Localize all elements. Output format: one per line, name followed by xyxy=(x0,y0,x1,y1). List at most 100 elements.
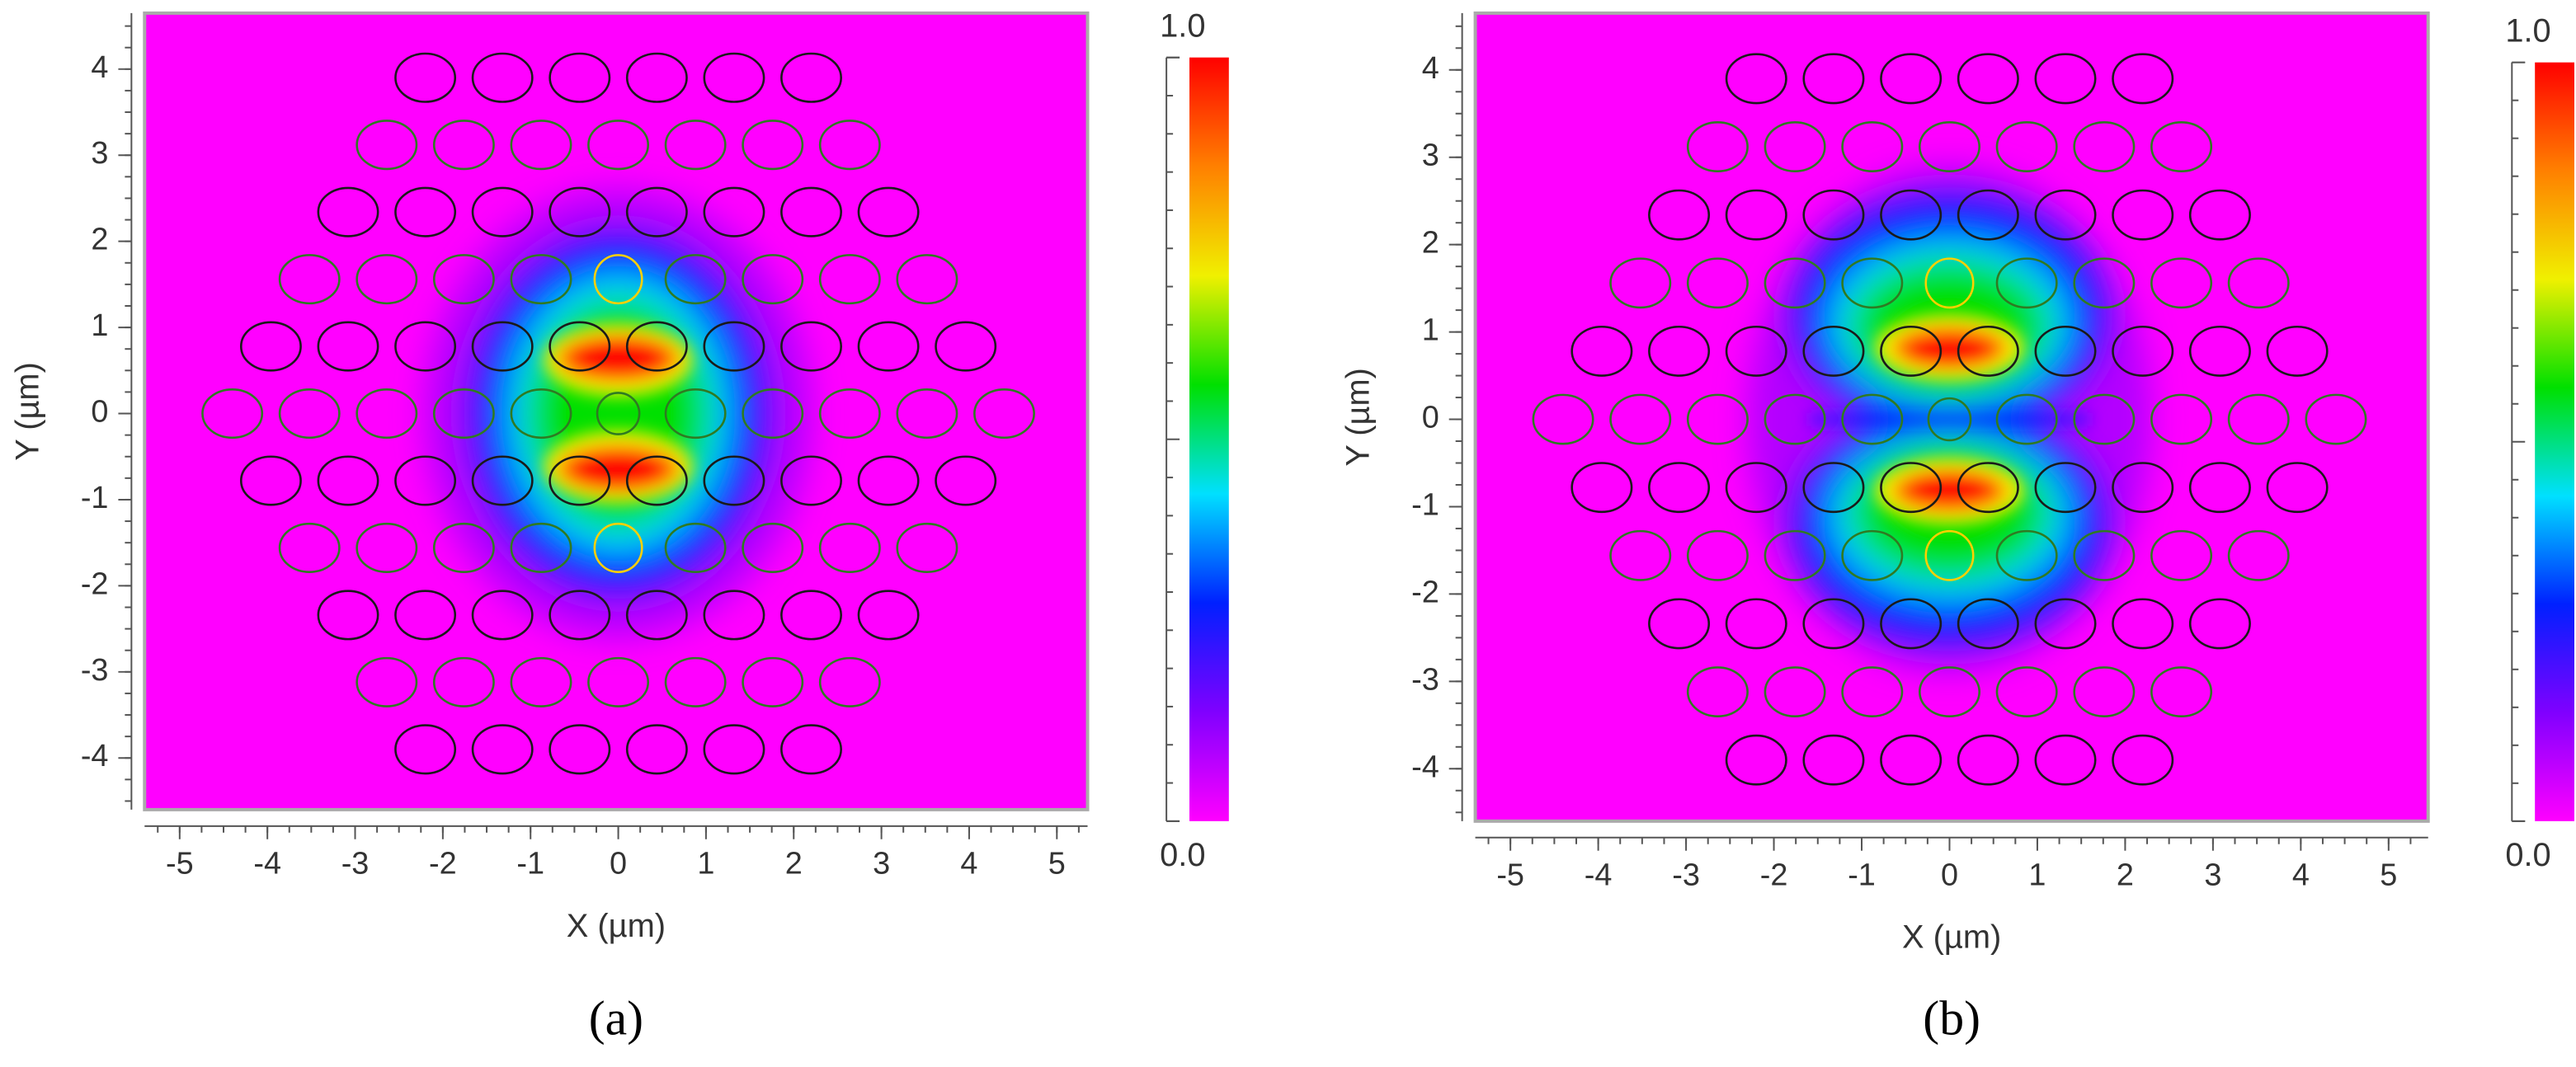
air-hole xyxy=(2073,121,2136,172)
x-tick-label: 0 xyxy=(610,847,627,881)
panel: -5 -4 -3 -2 -1 0 1 2 3 4 5 -4 -3 -2 -1 0 1 2 3 4 X (µm) Y (µm… xyxy=(9,7,1229,1046)
air-hole xyxy=(780,52,842,103)
colorbar-tick-label: 0.0 xyxy=(2505,837,2550,873)
air-hole xyxy=(703,52,765,103)
air-hole xyxy=(1648,462,1711,514)
air-hole xyxy=(818,388,881,439)
air-hole xyxy=(2073,529,2136,581)
air-hole xyxy=(780,321,842,372)
air-hole xyxy=(780,186,842,237)
air-hole xyxy=(2034,53,2097,105)
air-hole xyxy=(2188,325,2251,377)
x-tick-label: 1 xyxy=(2028,858,2046,893)
air-hole xyxy=(2034,325,2097,377)
air-hole xyxy=(549,186,611,237)
air-hole xyxy=(742,388,804,439)
air-hole xyxy=(2150,529,2213,581)
x-tick-label: 2 xyxy=(785,847,803,881)
x-tick-label: 4 xyxy=(960,847,977,881)
air-hole xyxy=(2112,325,2174,377)
air-hole xyxy=(935,455,997,506)
field-blob xyxy=(1905,474,1994,505)
air-hole xyxy=(2150,121,2213,172)
air-hole xyxy=(625,52,688,103)
air-hole xyxy=(2034,598,2097,650)
air-hole xyxy=(239,455,302,506)
x-tick-label: -1 xyxy=(1848,858,1876,893)
air-hole xyxy=(549,590,611,641)
air-hole xyxy=(896,522,958,573)
air-hole xyxy=(432,522,495,573)
air-hole xyxy=(2188,462,2251,514)
air-hole xyxy=(1725,734,1787,786)
x-tick-label: -2 xyxy=(1760,858,1788,893)
y-tick-label: 3 xyxy=(91,136,108,171)
air-hole xyxy=(394,52,457,103)
air-hole xyxy=(1841,529,1904,581)
y-tick-label: -4 xyxy=(81,739,109,773)
x-tick-label: -3 xyxy=(341,847,370,881)
y-tick-label: -4 xyxy=(1411,750,1439,784)
air-hole xyxy=(1686,257,1749,309)
y-tick-label: 3 xyxy=(1422,139,1439,173)
air-hole xyxy=(742,254,804,305)
air-hole xyxy=(1880,598,1943,650)
air-hole xyxy=(1532,393,1594,445)
air-hole xyxy=(394,724,457,775)
field-layer xyxy=(425,190,812,638)
air-hole xyxy=(780,590,842,641)
air-hole xyxy=(2266,462,2329,514)
air-hole xyxy=(857,321,920,372)
air-hole xyxy=(664,522,727,573)
air-hole xyxy=(1995,666,2058,718)
air-hole xyxy=(1764,529,1826,581)
air-hole xyxy=(1571,325,1633,377)
air-hole xyxy=(1609,529,1672,581)
colorbar xyxy=(1189,57,1229,821)
air-hole xyxy=(1802,462,1865,514)
air-hole xyxy=(664,656,727,707)
y-tick-label: 4 xyxy=(91,50,108,85)
air-hole xyxy=(896,254,958,305)
air-hole xyxy=(1957,462,2019,514)
air-hole xyxy=(973,388,1035,439)
x-tick-label: -4 xyxy=(1585,858,1613,893)
air-hole xyxy=(703,590,765,641)
air-hole xyxy=(471,186,534,237)
air-hole xyxy=(2266,325,2329,377)
air-hole xyxy=(2188,189,2251,241)
air-hole xyxy=(394,590,457,641)
colorbar-tick-label: 1.0 xyxy=(1160,7,1205,44)
air-hole xyxy=(278,522,341,573)
x-tick-label: -3 xyxy=(1672,858,1700,893)
air-hole xyxy=(2150,666,2213,718)
air-hole xyxy=(2073,393,2136,445)
air-hole xyxy=(549,724,611,775)
air-hole xyxy=(857,455,920,506)
air-hole xyxy=(742,120,804,171)
air-hole xyxy=(1609,257,1672,309)
air-hole xyxy=(1725,189,1787,241)
air-hole xyxy=(356,254,418,305)
air-hole xyxy=(1571,462,1633,514)
air-hole xyxy=(935,321,997,372)
air-hole xyxy=(201,388,264,439)
air-hole xyxy=(510,388,572,439)
holes xyxy=(201,52,1035,775)
air-hole xyxy=(394,321,457,372)
air-hole xyxy=(510,522,572,573)
air-hole xyxy=(742,656,804,707)
air-hole xyxy=(1725,53,1787,105)
air-hole xyxy=(1924,257,1975,309)
air-hole xyxy=(356,120,418,171)
air-hole xyxy=(549,455,611,506)
air-hole xyxy=(549,52,611,103)
air-hole xyxy=(896,388,958,439)
colorbar-tick-label: 1.0 xyxy=(2505,12,2550,49)
x-tick-label: -1 xyxy=(516,847,544,881)
y-tick-label: -2 xyxy=(1411,575,1439,609)
air-hole xyxy=(510,120,572,171)
air-hole xyxy=(593,254,643,305)
x-axis-title: X (µm) xyxy=(1902,919,2001,956)
x-tick-label: 2 xyxy=(2117,858,2134,893)
